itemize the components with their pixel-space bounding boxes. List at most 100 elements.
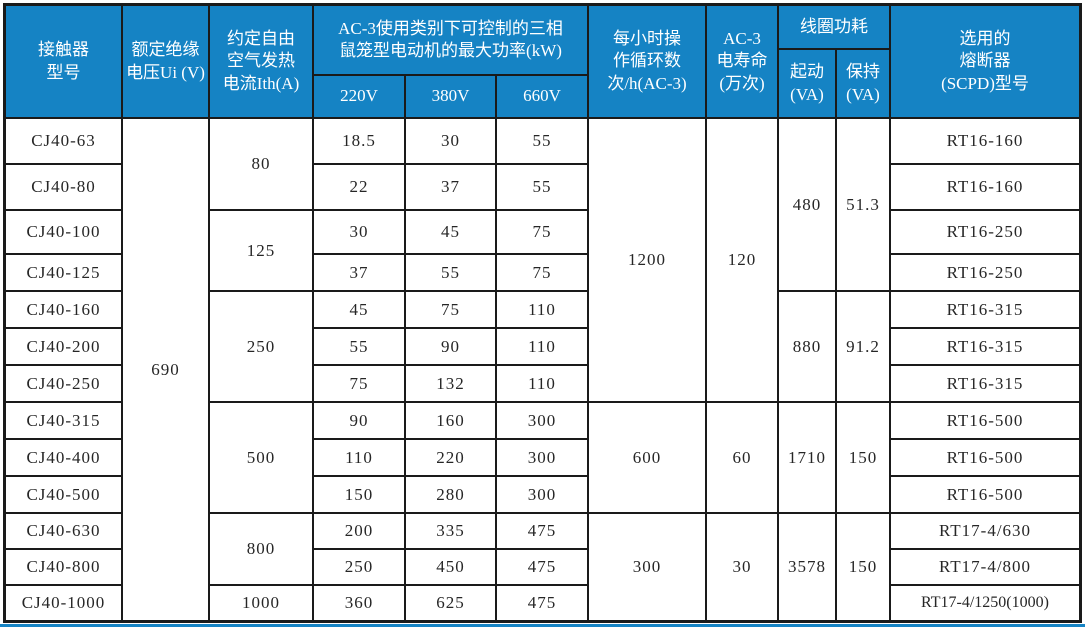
table-cell-r6-c4: 55: [314, 329, 404, 364]
table-cell-r5-c1: CJ40-160: [6, 292, 121, 327]
table-cell-r3-c4: 30: [314, 211, 404, 253]
contactor-spec-table: 接触器 型号 额定绝缘 电压Ui (V) 约定自由 空气发热 电流Ith(A) AC-…: [3, 3, 1082, 623]
table-cell-r13-c3: 1000: [210, 586, 312, 620]
table-cell-r11-c1: CJ40-630: [6, 514, 121, 548]
table-cell-r3-c1: CJ40-100: [6, 211, 121, 253]
table-cell-r7-c6: 110: [497, 366, 587, 401]
table-cell-r1-c8: 120: [707, 119, 777, 401]
table-cell-r9-c6: 300: [497, 440, 587, 475]
bottom-accent-line: [0, 624, 1085, 627]
table-cell-r1-c11: RT16-160: [891, 119, 1079, 163]
table-cell-r2-c11: RT16-160: [891, 165, 1079, 209]
table-cell-r3-c5: 45: [406, 211, 495, 253]
table-cell-r11-c10: 150: [837, 514, 889, 620]
table-cell-r8-c9: 1710: [779, 403, 835, 512]
table-cell-r2-c4: 22: [314, 165, 404, 209]
table-cell-r2-c6: 55: [497, 165, 587, 209]
table-cell-r13-c6: 475: [497, 586, 587, 620]
table-cell-r4-c1: CJ40-125: [6, 255, 121, 290]
group-header-ac3-max-power: AC-3使用类别下可控制的三相 鼠笼型电动机的最大功率(kW): [314, 6, 587, 74]
table-cell-r1-c4: 18.5: [314, 119, 404, 163]
table-cell-r8-c3: 500: [210, 403, 312, 512]
table-cell-r12-c5: 450: [406, 550, 495, 584]
table-cell-r8-c6: 300: [497, 403, 587, 438]
col-header-model: 接触器 型号: [6, 6, 121, 117]
table-cell-r1-c6: 55: [497, 119, 587, 163]
table-cell-r7-c1: CJ40-250: [6, 366, 121, 401]
table-cell-r11-c7: 300: [589, 514, 705, 620]
table-cell-r9-c11: RT16-500: [891, 440, 1079, 475]
table-cell-r1-c2: 690: [123, 119, 208, 620]
table-cell-r7-c5: 132: [406, 366, 495, 401]
table-cell-r1-c3: 80: [210, 119, 312, 209]
table-cell-r13-c1: CJ40-1000: [6, 586, 121, 620]
table-cell-r5-c3: 250: [210, 292, 312, 401]
table-cell-r1-c7: 1200: [589, 119, 705, 401]
table-cell-r10-c4: 150: [314, 477, 404, 512]
table-cell-r5-c10: 91.2: [837, 292, 889, 401]
table-cell-r6-c11: RT16-315: [891, 329, 1079, 364]
table-cell-r1-c9: 480: [779, 119, 835, 290]
table-cell-r8-c11: RT16-500: [891, 403, 1079, 438]
table-cell-r5-c5: 75: [406, 292, 495, 327]
table-cell-r13-c4: 360: [314, 586, 404, 620]
group-header-coil-consumption: 线圈功耗: [779, 6, 889, 48]
table-cell-r10-c11: RT16-500: [891, 477, 1079, 512]
table-cell-r7-c4: 75: [314, 366, 404, 401]
table-cell-r10-c6: 300: [497, 477, 587, 512]
table-cell-r11-c5: 335: [406, 514, 495, 548]
col-header-220v: 220V: [314, 76, 404, 117]
table-cell-r9-c5: 220: [406, 440, 495, 475]
col-header-coil-hold: 保持 (VA): [837, 50, 889, 117]
table-cell-r6-c1: CJ40-200: [6, 329, 121, 364]
table-cell-r4-c5: 55: [406, 255, 495, 290]
table-cell-r4-c6: 75: [497, 255, 587, 290]
table-cell-r13-c11: RT17-4/1250(1000): [891, 586, 1079, 620]
col-header-operating-cycles: 每小时操 作循环数 次/h(AC-3): [589, 6, 705, 117]
table-cell-r12-c6: 475: [497, 550, 587, 584]
table-cell-r12-c11: RT17-4/800: [891, 550, 1079, 584]
table-cell-r9-c1: CJ40-400: [6, 440, 121, 475]
table-cell-r2-c1: CJ40-80: [6, 165, 121, 209]
col-header-thermal-current: 约定自由 空气发热 电流Ith(A): [210, 6, 312, 117]
table-cell-r11-c9: 3578: [779, 514, 835, 620]
table-cell-r8-c5: 160: [406, 403, 495, 438]
table-cell-r1-c5: 30: [406, 119, 495, 163]
table-cell-r11-c6: 475: [497, 514, 587, 548]
table-cell-r8-c1: CJ40-315: [6, 403, 121, 438]
table-cell-r6-c6: 110: [497, 329, 587, 364]
table-cell-r3-c6: 75: [497, 211, 587, 253]
col-header-rated-insulation-voltage: 额定绝缘 电压Ui (V): [123, 6, 208, 117]
table-cell-r8-c4: 90: [314, 403, 404, 438]
table-cell-r13-c5: 625: [406, 586, 495, 620]
col-header-380v: 380V: [406, 76, 495, 117]
table-cell-r5-c9: 880: [779, 292, 835, 401]
table-cell-r4-c11: RT16-250: [891, 255, 1079, 290]
table-cell-r5-c6: 110: [497, 292, 587, 327]
col-header-electrical-life: AC-3 电寿命 (万次): [707, 6, 777, 117]
table-cell-r11-c8: 30: [707, 514, 777, 620]
table-cell-r10-c5: 280: [406, 477, 495, 512]
table-cell-r8-c10: 150: [837, 403, 889, 512]
col-header-coil-start: 起动 (VA): [779, 50, 835, 117]
table-cell-r8-c7: 600: [589, 403, 705, 512]
table-cell-r12-c4: 250: [314, 550, 404, 584]
table-cell-r1-c10: 51.3: [837, 119, 889, 290]
table-cell-r6-c5: 90: [406, 329, 495, 364]
table-cell-r1-c1: CJ40-63: [6, 119, 121, 163]
table-cell-r8-c8: 60: [707, 403, 777, 512]
table-cell-r7-c11: RT16-315: [891, 366, 1079, 401]
table-cell-r3-c3: 125: [210, 211, 312, 290]
table-cell-r9-c4: 110: [314, 440, 404, 475]
col-header-fuse: 选用的 熔断器 (SCPD)型号: [891, 6, 1079, 117]
table-cell-r3-c11: RT16-250: [891, 211, 1079, 253]
table-cell-r11-c3: 800: [210, 514, 312, 584]
table-cell-r2-c5: 37: [406, 165, 495, 209]
table-cell-r5-c4: 45: [314, 292, 404, 327]
table-cell-r10-c1: CJ40-500: [6, 477, 121, 512]
table-cell-r5-c11: RT16-315: [891, 292, 1079, 327]
table-cell-r12-c1: CJ40-800: [6, 550, 121, 584]
table-cell-r11-c11: RT17-4/630: [891, 514, 1079, 548]
col-header-660v: 660V: [497, 76, 587, 117]
table-cell-r4-c4: 37: [314, 255, 404, 290]
